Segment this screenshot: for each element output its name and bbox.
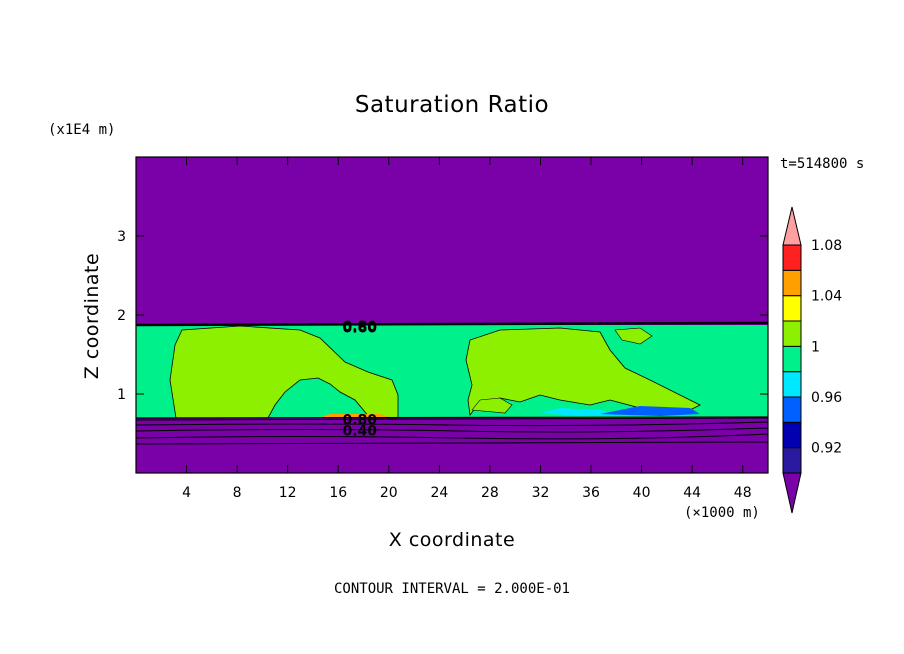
y-axis-label: Z coordinate — [81, 253, 103, 379]
colorbar-label: 0.92 — [811, 441, 842, 457]
contour-label: 0.60 — [342, 321, 377, 337]
y-axis: 1 2 3 — [117, 229, 768, 403]
lower-contour-lines — [136, 417, 768, 445]
x-tick-label: 8 — [233, 485, 242, 501]
x-tick-label: 36 — [582, 485, 600, 501]
colorbar-level — [782, 371, 802, 398]
x-tick-label: 32 — [532, 485, 550, 501]
x-unit-label: (×1000 m) — [684, 505, 760, 521]
colorbar-label: 1.04 — [811, 289, 842, 305]
y-tick-label: 3 — [117, 229, 126, 245]
colorbar-level — [782, 396, 802, 423]
chart-title: Saturation Ratio — [355, 92, 549, 118]
supersaturated-patch — [471, 397, 513, 414]
x-tick-label: 44 — [683, 485, 701, 501]
colorbar-level — [782, 447, 802, 474]
upper-contour-line — [136, 321, 768, 327]
x-tick-label: 20 — [380, 485, 398, 501]
x-tick-label: 40 — [633, 485, 651, 501]
y-unit-label: (x1E4 m) — [48, 122, 115, 138]
supersaturated-region-right — [465, 327, 701, 417]
colorbar: 0.92 0.96 1 1.04 1.08 — [782, 206, 842, 514]
plot-background — [136, 157, 768, 473]
supersaturated-patch — [614, 327, 653, 345]
x-tick-label: 12 — [279, 485, 297, 501]
colorbar-level — [782, 421, 802, 449]
plot-area — [136, 157, 768, 473]
colorbar-label: 0.96 — [811, 390, 842, 406]
contour-label: 0.40 — [342, 423, 377, 439]
time-label: t=514800 s — [780, 156, 864, 172]
x-tick-label: 4 — [182, 485, 191, 501]
colorbar-label: 1 — [811, 339, 820, 355]
x-axis: 4 8 12 16 20 24 28 32 36 40 44 48 — [182, 157, 752, 501]
supersaturation-streak — [318, 414, 392, 418]
x-axis-label: X coordinate — [389, 529, 515, 551]
x-tick-label: 16 — [329, 485, 347, 501]
colorbar-level — [782, 244, 802, 271]
subsaturated-streak — [600, 406, 700, 416]
contour-interval-note: CONTOUR INTERVAL = 2.000E-01 — [334, 581, 570, 597]
lower-boundary-line — [136, 416, 768, 419]
contour-label: 0.80 — [342, 412, 377, 428]
supersaturated-region-left — [169, 325, 399, 419]
y-tick-label: 1 — [117, 387, 126, 403]
colorbar-max-arrow — [782, 206, 802, 246]
colorbar-level — [782, 295, 802, 322]
x-tick-label: 28 — [481, 485, 499, 501]
contour-label: 0.80 — [342, 319, 377, 335]
colorbar-level — [782, 269, 802, 297]
colorbar-level — [782, 345, 802, 373]
colorbar-level — [782, 320, 802, 347]
contour-labels: 0.800.600.800.40 — [342, 319, 377, 439]
colorbar-min-arrow — [782, 472, 802, 514]
x-tick-label: 48 — [734, 485, 752, 501]
x-tick-label: 24 — [430, 485, 448, 501]
colorbar-label: 1.08 — [811, 238, 842, 254]
y-tick-label: 2 — [117, 308, 126, 324]
